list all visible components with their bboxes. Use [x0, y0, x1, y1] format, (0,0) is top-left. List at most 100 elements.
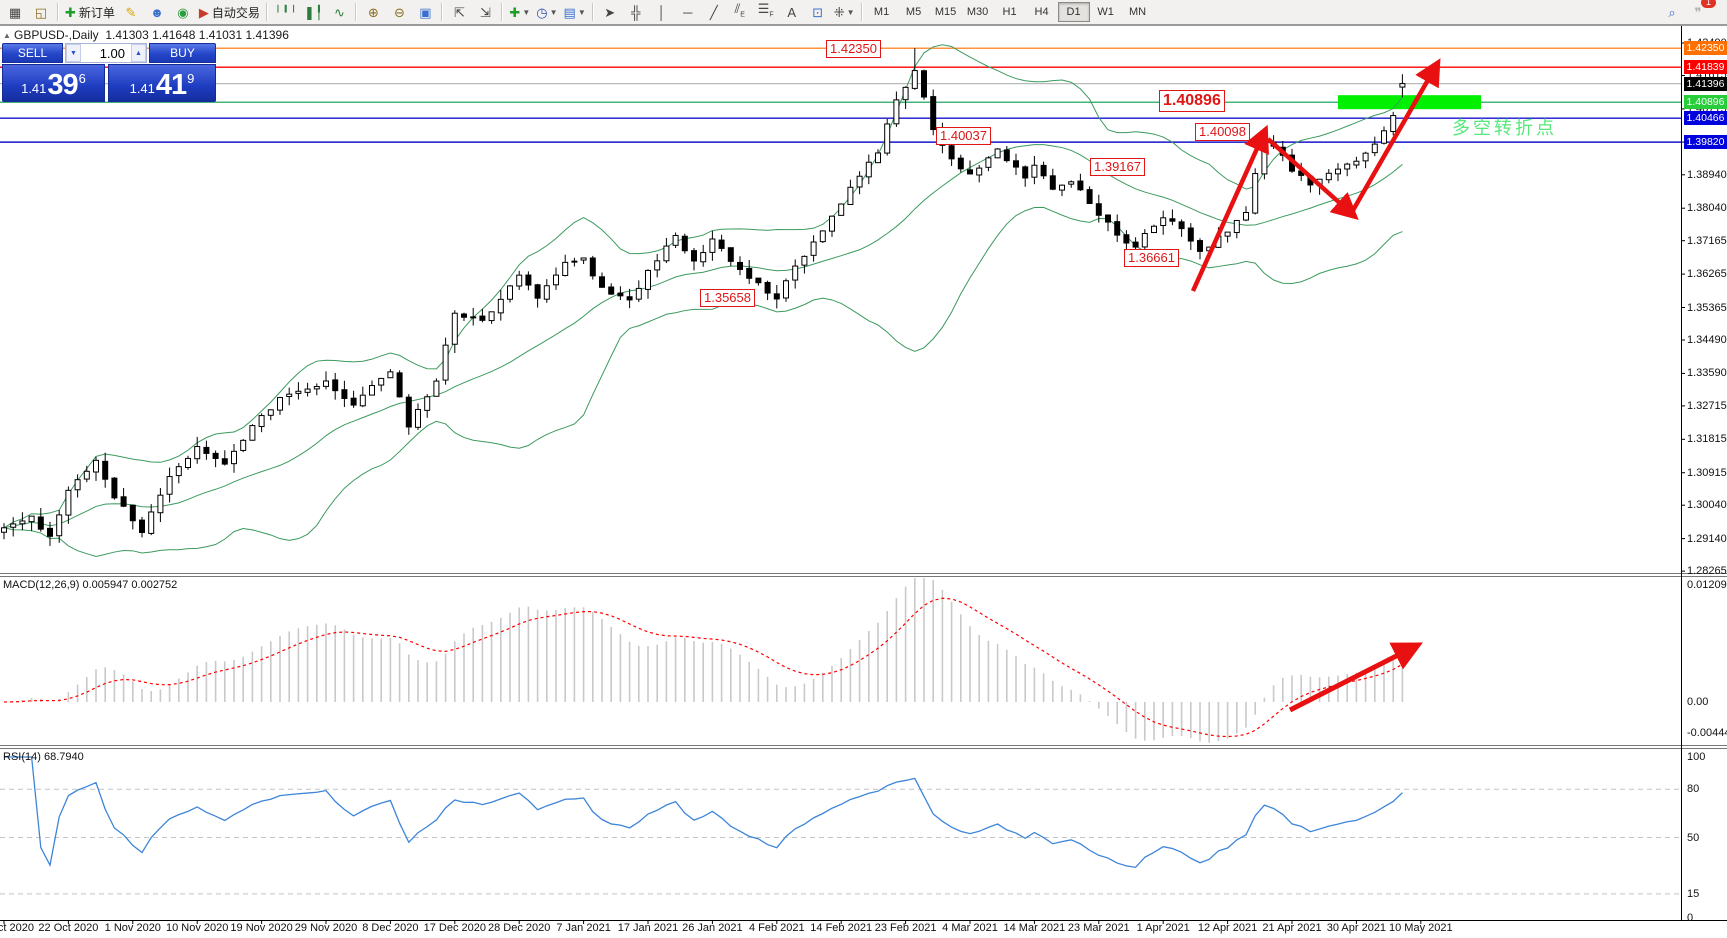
- timeframe-MN[interactable]: MN: [1129, 6, 1147, 18]
- notification-badge: 1: [1701, 0, 1716, 8]
- price-axis-label: 1.32715: [1687, 399, 1727, 412]
- timeframe-W1[interactable]: W1: [1097, 6, 1114, 18]
- timeframe-M5[interactable]: M5: [905, 6, 922, 18]
- trend-note-text: 多空转折点: [1452, 118, 1557, 138]
- timeframe-M1[interactable]: M1: [873, 6, 890, 18]
- date-axis-label: 13 Oct 2020: [0, 922, 34, 934]
- new-order-button[interactable]: ✚ 新订单: [62, 1, 118, 23]
- chart-symbol: GBPUSD-,Daily: [14, 28, 99, 42]
- date-axis-label: 28 Dec 2020: [487, 922, 551, 934]
- price-annotation: 1.42350: [826, 40, 881, 58]
- shapes-dropdown[interactable]: ⁜ ▼: [833, 4, 855, 20]
- rsi-indicator-label: RSI(14) 68.7940: [3, 751, 84, 763]
- rsi-axis-label: 80: [1687, 783, 1700, 796]
- date-axis-label: 1 Nov 2020: [104, 922, 161, 934]
- notifications-icon[interactable]: ❞ 1: [1685, 0, 1716, 23]
- rsi-axis-label: 15: [1687, 887, 1700, 900]
- add-indicator-dropdown[interactable]: ✚ ▼: [509, 4, 531, 20]
- date-axis-label: 19 Nov 2020: [230, 922, 293, 934]
- collapse-panel-icon[interactable]: ▲: [3, 31, 11, 40]
- bid-price[interactable]: 1.41 39 6: [2, 64, 105, 102]
- macd-axis-label: 0.00: [1687, 696, 1709, 708]
- date-axis-label: 30 Apr 2021: [1326, 922, 1387, 934]
- one-click-trading-panel: SELL ▼ 1.00 ▲ BUY 1.41 39 6 1.41 41 9: [2, 43, 216, 102]
- new-order-icon: ✚: [65, 4, 76, 20]
- zoom-out-icon[interactable]: ⊖: [393, 4, 405, 20]
- price-axis-label: 1.30040: [1687, 499, 1727, 512]
- chart-title: GBPUSD-,Daily 1.41303 1.41648 1.41031 1.…: [14, 28, 289, 42]
- price-axis-label: 1.34490: [1687, 334, 1727, 346]
- price-level-badge: 1.40896: [1684, 95, 1727, 110]
- search-icon[interactable]: ⌕: [1668, 4, 1676, 20]
- price-annotation: 1.35658: [700, 289, 755, 307]
- tile-windows-icon[interactable]: ▣: [419, 4, 432, 20]
- ask-price[interactable]: 1.41 41 9: [108, 64, 216, 102]
- date-axis-label: 23 Feb 2021: [874, 922, 937, 934]
- sell-button[interactable]: SELL: [2, 43, 63, 63]
- crayon-icon[interactable]: ✎: [125, 4, 137, 20]
- price-axis-label: 1.28265: [1687, 565, 1727, 578]
- macd-axis-label: -0.004446: [1687, 727, 1727, 739]
- text-icon[interactable]: A: [787, 4, 797, 20]
- volume-decrease-button[interactable]: ▼: [66, 44, 81, 62]
- date-axis-label: 14 Feb 2021: [810, 922, 873, 934]
- contacts-icon[interactable]: ☻: [150, 4, 164, 20]
- macd-axis-label: 0.01209: [1687, 579, 1727, 591]
- main-toolbar: ▦ ◱ ✚ 新订单 ✎ ☻ ◉ ▶ 自动交易 ╵╹╵ ❚╿ ∿ ⊕ ⊖ ▣ ⇱ …: [0, 0, 1727, 25]
- date-axis-label: 29 Nov 2020: [294, 922, 358, 934]
- timeframe-H1[interactable]: H1: [1002, 6, 1017, 18]
- crosshair-icon[interactable]: ╬: [631, 4, 641, 20]
- price-axis-label: 1.29140: [1687, 532, 1727, 545]
- vertical-line-icon[interactable]: │: [657, 4, 666, 20]
- volume-increase-button[interactable]: ▲: [131, 44, 146, 62]
- rsi-axis-label: 100: [1687, 751, 1706, 763]
- volume-field[interactable]: 1.00: [99, 45, 125, 61]
- auto-trading-icon: ▶: [198, 4, 209, 20]
- timeframe-H4[interactable]: H4: [1034, 6, 1049, 18]
- line-chart-icon[interactable]: ∿: [333, 4, 345, 20]
- indicator-window-icon[interactable]: ⇲: [479, 4, 491, 20]
- price-annotation: 1.40896: [1159, 90, 1225, 112]
- timeframe-bar: M1 M5 M15 M30 H1 H4 D1 W1 MN: [866, 2, 1154, 22]
- trendline-icon[interactable]: ╱: [709, 4, 718, 20]
- timeframe-M30[interactable]: M30: [966, 6, 989, 18]
- date-axis-label: 4 Mar 2021: [942, 922, 998, 934]
- auto-trading-button[interactable]: ▶ 自动交易: [196, 1, 263, 23]
- auto-trading-label: 自动交易: [211, 5, 260, 20]
- date-axis-label: 22 Oct 2020: [38, 922, 99, 934]
- period-clock-dropdown[interactable]: ◷ ▼: [536, 4, 558, 20]
- zoom-in-icon[interactable]: ⊕: [367, 4, 379, 20]
- date-axis-label: 23 Mar 2021: [1067, 922, 1130, 934]
- price-axis-label: 1.36265: [1687, 268, 1727, 281]
- date-axis-label: 17 Jan 2021: [617, 922, 679, 934]
- volume-stepper: ▼ 1.00 ▲: [65, 43, 147, 63]
- price-axis-label: 1.35365: [1687, 301, 1727, 314]
- macd-indicator-label: MACD(12,26,9) 0.005947 0.002752: [3, 579, 178, 591]
- horizontal-line-icon[interactable]: ─: [683, 4, 693, 20]
- signal-icon[interactable]: ◉: [177, 4, 189, 20]
- price-axis-label: 1.33590: [1687, 367, 1727, 380]
- new-chart-icon[interactable]: ▦: [8, 4, 22, 20]
- text-label-icon[interactable]: ⊡: [812, 4, 824, 20]
- data-window-icon[interactable]: ◱: [34, 4, 48, 20]
- date-axis-label: 1 Apr 2021: [1136, 922, 1190, 934]
- indicator-list-icon[interactable]: ⇱: [453, 4, 465, 20]
- fibonacci-icon[interactable]: ☰F: [757, 1, 774, 19]
- date-axis-label: 17 Dec 2020: [423, 922, 486, 934]
- buy-button[interactable]: BUY: [149, 43, 216, 63]
- timeframe-M15[interactable]: M15: [934, 6, 957, 18]
- rsi-axis-label: 50: [1687, 831, 1700, 844]
- price-level-badge: 1.41396: [1684, 76, 1727, 91]
- channel-icon[interactable]: ⫽E: [734, 1, 745, 19]
- candlestick-icon[interactable]: ❚╿: [304, 4, 323, 20]
- price-axis-label: 1.30915: [1687, 466, 1727, 479]
- price-axis-label: 1.31815: [1687, 433, 1727, 446]
- template-dropdown[interactable]: ▤ ▼: [563, 4, 586, 20]
- cursor-icon[interactable]: ➤: [604, 4, 616, 20]
- date-axis-label: 12 Apr 2021: [1197, 922, 1258, 934]
- timeframe-D1[interactable]: D1: [1057, 2, 1090, 22]
- date-axis-label: 26 Jan 2021: [682, 922, 743, 934]
- bar-chart-icon[interactable]: ╵╹╵: [273, 4, 298, 20]
